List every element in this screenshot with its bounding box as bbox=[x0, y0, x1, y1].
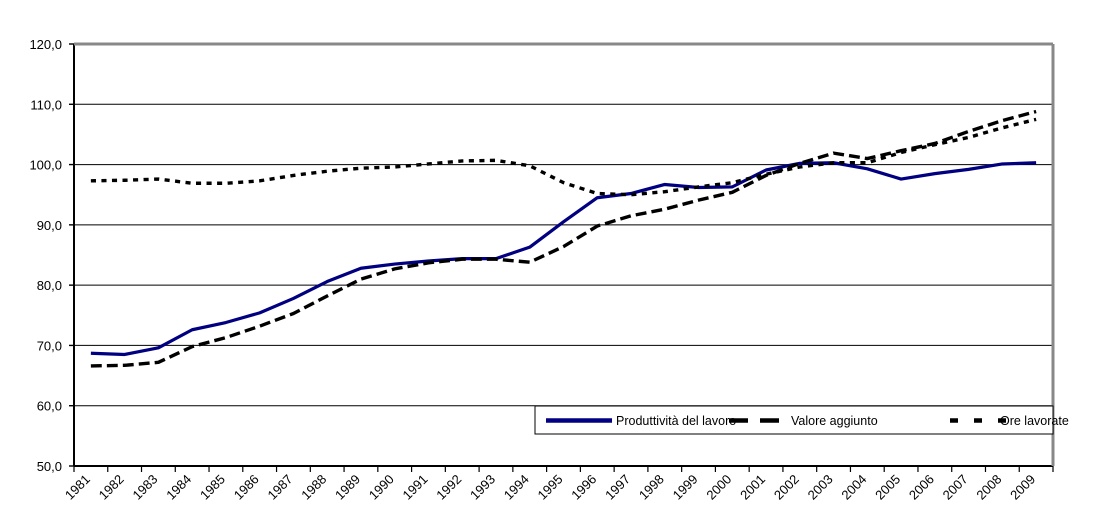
data-series bbox=[90, 109, 1037, 368]
gridlines bbox=[74, 43, 1053, 407]
x-axis-tick-label: 1982 bbox=[96, 472, 127, 503]
y-axis-tick-label: 100,0 bbox=[29, 158, 62, 173]
x-axis-tick-label: 1991 bbox=[400, 472, 431, 503]
x-axis-tick-label: 1998 bbox=[636, 472, 667, 503]
x-axis-tick-label: 1999 bbox=[670, 472, 701, 503]
y-axis-tick-label: 90,0 bbox=[37, 218, 62, 233]
legend-label-2: Valore aggiunto bbox=[791, 414, 878, 428]
series-line bbox=[90, 109, 1037, 368]
x-axis-tick-label: 1984 bbox=[163, 472, 194, 503]
y-axis-tick-label: 120,0 bbox=[29, 37, 62, 52]
x-axis-tick-label: 2009 bbox=[1007, 472, 1038, 503]
x-axis-tick-label: 1989 bbox=[332, 472, 363, 503]
x-axis-tick-label: 1992 bbox=[433, 472, 464, 503]
axes bbox=[73, 42, 1055, 467]
x-axis-tick-label: 1993 bbox=[467, 472, 498, 503]
series-line bbox=[90, 117, 1037, 197]
legend-label-3: Ore lavorate bbox=[1000, 414, 1069, 428]
x-axis-tick-label: 2006 bbox=[906, 472, 937, 503]
y-axis-ticks: 120,0 110,0 100,0 90,0 80,0 70,0 60,0 50,0 bbox=[29, 37, 74, 474]
x-axis-tick-label: 2004 bbox=[838, 472, 869, 503]
x-axis-ticks: 1981 1982 1983 1984 1985 1986 1987 1988 1989 1990… bbox=[62, 466, 1054, 503]
x-axis-tick-label: 1985 bbox=[197, 472, 228, 503]
x-axis-tick-label: 2001 bbox=[737, 472, 768, 503]
x-axis-tick-label: 2002 bbox=[771, 472, 802, 503]
x-axis-tick-label: 2007 bbox=[940, 472, 971, 503]
x-axis-tick-label: 1997 bbox=[602, 472, 633, 503]
y-axis-tick-label: 70,0 bbox=[37, 338, 62, 353]
x-axis-tick-label: 2000 bbox=[703, 472, 734, 503]
series-line bbox=[90, 161, 1037, 357]
x-axis-tick-label: 1987 bbox=[264, 472, 295, 503]
x-axis-tick-label: 1994 bbox=[501, 472, 532, 503]
x-axis-tick-label: 1990 bbox=[366, 472, 397, 503]
legend-label-1: Produttività del lavoro bbox=[616, 414, 736, 428]
y-axis-tick-label: 50,0 bbox=[37, 459, 62, 474]
y-axis-tick-label: 110,0 bbox=[30, 97, 62, 112]
x-axis-tick-label: 1996 bbox=[568, 472, 599, 503]
y-axis-tick-label: 60,0 bbox=[37, 399, 62, 414]
x-axis-tick-label: 2003 bbox=[805, 472, 836, 503]
x-axis-tick-label: 1983 bbox=[129, 472, 160, 503]
x-axis-tick-label: 2005 bbox=[872, 472, 903, 503]
chart-legend[interactable]: Produttività del lavoro Valore aggiunto Or… bbox=[534, 405, 1069, 435]
y-axis-tick-label: 80,0 bbox=[37, 278, 62, 293]
x-axis-tick-label: 2008 bbox=[973, 472, 1004, 503]
x-axis-tick-label: 1988 bbox=[298, 472, 329, 503]
x-axis-tick-label: 1986 bbox=[231, 472, 262, 503]
x-axis-tick-label: 1981 bbox=[62, 472, 93, 503]
x-axis-tick-label: 1995 bbox=[535, 472, 566, 503]
